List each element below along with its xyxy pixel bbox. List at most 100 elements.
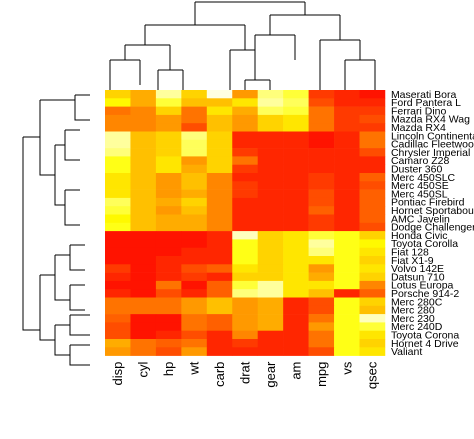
row-label: Merc 280C bbox=[391, 296, 443, 308]
heatmap-cell bbox=[155, 139, 182, 149]
heatmap-cell bbox=[155, 347, 182, 356]
heatmap-cell bbox=[283, 173, 309, 182]
heatmap-cell bbox=[232, 280, 258, 290]
heatmap-cell bbox=[257, 131, 284, 141]
heatmap-cell bbox=[359, 139, 386, 149]
heatmap-cell bbox=[206, 347, 233, 356]
heatmap-cell bbox=[308, 206, 335, 215]
heatmap-cell bbox=[181, 247, 208, 257]
heatmap-cell bbox=[334, 164, 360, 174]
heatmap-cell bbox=[359, 114, 386, 124]
heatmap-cell bbox=[257, 272, 284, 282]
heatmap-cell bbox=[359, 322, 386, 331]
heatmap-cell bbox=[181, 98, 208, 107]
heatmap-cell bbox=[105, 139, 131, 149]
heatmap-cell bbox=[257, 314, 284, 323]
heatmap-cell bbox=[130, 347, 157, 356]
heatmap-cell bbox=[232, 339, 258, 348]
heatmap-cell bbox=[257, 239, 284, 248]
heatmap-cell bbox=[181, 305, 208, 315]
row-label: Chrysler Imperial bbox=[391, 147, 470, 159]
heatmap-cell bbox=[334, 189, 360, 199]
heatmap-cell bbox=[206, 322, 233, 331]
heatmap-cell bbox=[257, 189, 284, 199]
heatmap-cell bbox=[130, 222, 157, 232]
heatmap-cell bbox=[232, 222, 258, 232]
heatmap-cell bbox=[334, 90, 360, 99]
heatmap-cell bbox=[181, 131, 208, 141]
heatmap-cell bbox=[206, 90, 233, 99]
heatmap-cell bbox=[359, 181, 386, 190]
heatmap-cell bbox=[359, 231, 386, 240]
row-label: Mazda RX4 Wag bbox=[391, 114, 470, 126]
heatmap-cell bbox=[155, 106, 182, 116]
column-label: am bbox=[288, 362, 303, 380]
heatmap-cell bbox=[130, 181, 157, 190]
heatmap-cell bbox=[232, 173, 258, 182]
heatmap-cell bbox=[257, 256, 284, 265]
heatmap-cell bbox=[283, 322, 309, 331]
column-labels: disp cyl hp wt carb drat gear am mpg vs qsec bbox=[110, 361, 380, 389]
heatmap-cell bbox=[257, 231, 284, 240]
heatmap-cell bbox=[206, 156, 233, 165]
heatmap-cell bbox=[155, 239, 182, 248]
heatmap-cell bbox=[359, 289, 386, 298]
heatmap-cell bbox=[130, 214, 157, 224]
heatmap-cell bbox=[105, 173, 131, 182]
heatmap-cell bbox=[130, 114, 157, 124]
row-label: Camaro Z28 bbox=[391, 155, 450, 167]
row-label: Hornet Sportabout bbox=[391, 205, 474, 217]
heatmap-cell bbox=[105, 222, 131, 232]
heatmap-cell bbox=[257, 181, 284, 190]
heatmap-cell bbox=[257, 347, 284, 356]
heatmap-cell bbox=[181, 123, 208, 132]
heatmap-cell bbox=[155, 305, 182, 315]
heatmap-cell bbox=[232, 256, 258, 265]
heatmap-cell bbox=[359, 330, 386, 340]
heatmap-cell bbox=[155, 322, 182, 331]
heatmap-cell bbox=[105, 322, 131, 331]
row-label: Merc 450SL bbox=[391, 188, 448, 200]
heatmap-cell bbox=[155, 189, 182, 199]
heatmap-cell bbox=[257, 297, 284, 307]
heatmap-cell bbox=[105, 247, 131, 257]
heatmap-cell bbox=[308, 164, 335, 174]
heatmap-cell bbox=[257, 339, 284, 348]
row-label: Cadillac Fleetwood bbox=[391, 139, 474, 151]
heatmap-cell bbox=[155, 330, 182, 340]
heatmap-cell bbox=[105, 197, 131, 207]
heatmap-cell bbox=[359, 148, 386, 157]
heatmap-cell bbox=[257, 156, 284, 165]
heatmap-cell bbox=[308, 322, 335, 331]
row-label: Toyota Corolla bbox=[391, 238, 458, 250]
heatmap-cell bbox=[232, 98, 258, 107]
row-label: Toyota Corona bbox=[391, 329, 459, 341]
heatmap-cell bbox=[105, 330, 131, 340]
heatmap-cell bbox=[181, 256, 208, 265]
heatmap-cell bbox=[359, 131, 386, 141]
heatmap-cell bbox=[283, 280, 309, 290]
heatmap-cell bbox=[232, 264, 258, 273]
heatmap-cell bbox=[283, 305, 309, 315]
row-label: Mazda RX4 bbox=[391, 122, 446, 134]
heatmap-cell bbox=[232, 156, 258, 165]
heatmap-cell bbox=[308, 114, 335, 124]
heatmap-cell bbox=[130, 330, 157, 340]
heatmap-cell bbox=[308, 156, 335, 165]
heatmap-cell bbox=[283, 148, 309, 157]
heatmap-cell bbox=[105, 272, 131, 282]
heatmap-cell bbox=[257, 206, 284, 215]
row-label: Merc 240D bbox=[391, 321, 443, 333]
row-label: Volvo 142E bbox=[391, 263, 444, 275]
heatmap-cell bbox=[257, 114, 284, 124]
heatmap-cell bbox=[257, 222, 284, 232]
heatmap-cell bbox=[105, 90, 131, 99]
heatmap-cell bbox=[334, 314, 360, 323]
heatmap-cell bbox=[283, 264, 309, 273]
heatmap-cell bbox=[130, 256, 157, 265]
heatmap-cell bbox=[181, 90, 208, 99]
row-label: Valiant bbox=[391, 346, 422, 358]
column-label: qsec bbox=[365, 361, 380, 389]
heatmap-cell bbox=[206, 339, 233, 348]
heatmap-cell bbox=[155, 156, 182, 165]
